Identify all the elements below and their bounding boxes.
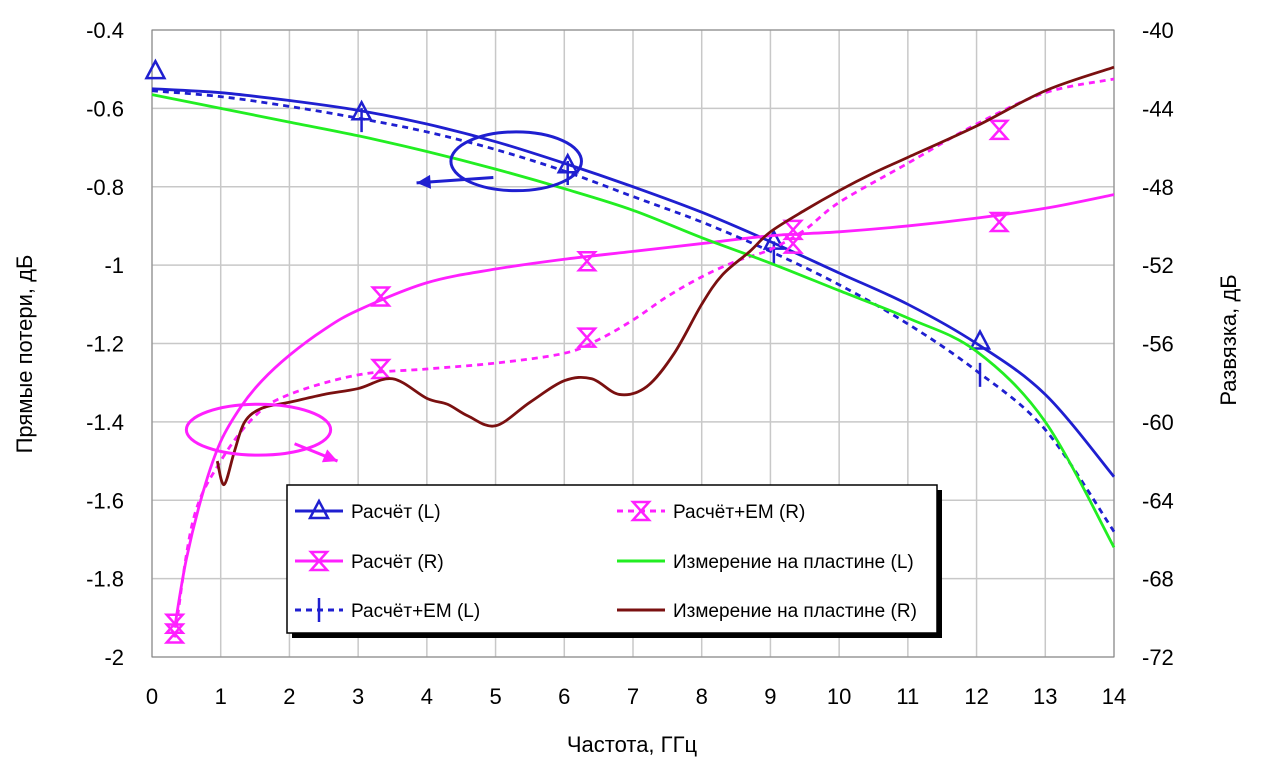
legend-label: Расчёт (L) <box>351 502 441 523</box>
right-axis-tick-label: -60 <box>1142 410 1174 435</box>
right-axis-tick-label: -48 <box>1142 175 1174 200</box>
x-axis-tick-label: 7 <box>627 684 639 709</box>
right-axis-title: Развязка, дБ <box>1216 274 1241 405</box>
right-axis-tick-label: -40 <box>1142 18 1174 43</box>
right-axis-ticks: -40 -44 -48 -52 -56 -60 -64 -68 -72 <box>1142 18 1174 670</box>
annotation-1 <box>184 402 339 463</box>
series-5 <box>215 65 1115 486</box>
right-axis-tick-label: -68 <box>1142 567 1174 592</box>
x-axis-tick-label: 13 <box>1033 684 1057 709</box>
hourglass-marker-shape <box>308 550 330 572</box>
hourglass-marker-shape <box>370 286 392 307</box>
x-axis-tick-label: 4 <box>421 684 433 709</box>
legend-label: Расчёт+EM (L) <box>351 601 480 622</box>
x-axis-tick-label: 9 <box>764 684 776 709</box>
triangle-marker-shape <box>144 58 167 80</box>
right-axis-tick-label: -52 <box>1142 253 1174 278</box>
right-axis-tick-label: -44 <box>1142 96 1174 121</box>
series-line <box>173 77 1115 638</box>
series-point-marker <box>782 219 804 241</box>
legend-entry: Расчёт+EM (L) <box>295 598 480 622</box>
hourglass-marker-shape <box>988 119 1011 141</box>
right-axis-tick-label: -56 <box>1142 332 1174 357</box>
series-line <box>151 89 1116 533</box>
annotation-arrow-head <box>321 449 338 463</box>
series-4 <box>151 93 1116 548</box>
annotation-arrow-head <box>416 174 432 189</box>
series-point-marker <box>988 211 1011 233</box>
series-point-marker <box>968 328 992 350</box>
series-line <box>151 93 1116 548</box>
left-axis-tick-label: -1.4 <box>86 410 124 435</box>
x-axis-tick-label: 2 <box>283 684 295 709</box>
annotation-0 <box>416 130 583 193</box>
legend-entry: Расчёт (L) <box>295 498 441 523</box>
x-axis-tick-label: 12 <box>964 684 988 709</box>
legend-label: Расчёт+EM (R) <box>673 502 805 523</box>
triangle-marker-shape <box>968 328 992 350</box>
left-axis-tick-label: -0.8 <box>86 175 124 200</box>
hourglass-marker-shape <box>576 327 598 348</box>
triangle-marker-shape <box>307 498 331 520</box>
legend-entry: Расчёт (R) <box>295 550 444 573</box>
x-axis-tick-label: 1 <box>215 684 227 709</box>
x-axis-tick-label: 3 <box>352 684 364 709</box>
left-axis-title: Прямые потери, дБ <box>12 255 37 454</box>
left-axis-ticks: -0.4 -0.6 -0.8 -1 -1.2 -1.4 -1.6 -1.8 -2 <box>86 18 124 670</box>
series-point-marker <box>576 250 598 272</box>
x-axis-ticks: 0 1 2 3 4 5 6 7 8 9 10 11 12 13 14 <box>146 684 1126 709</box>
left-axis-tick-label: -1.8 <box>86 567 124 592</box>
series-layer <box>144 58 1116 644</box>
hourglass-marker-shape <box>988 211 1011 233</box>
right-axis-tick-label: -72 <box>1142 645 1174 670</box>
series-point-marker <box>370 358 392 380</box>
left-axis-tick-label: -1.2 <box>86 332 124 357</box>
left-axis-tick-label: -0.4 <box>86 18 124 43</box>
annotation-ellipse <box>449 130 583 193</box>
x-axis-tick-label: 11 <box>896 684 919 709</box>
left-axis-tick-label: -1.6 <box>86 488 124 513</box>
left-axis-tick-label: -2 <box>104 645 124 670</box>
legend-marker-sample <box>308 550 330 572</box>
annotation-layer <box>184 130 583 463</box>
series-point-marker <box>370 286 392 307</box>
hourglass-marker-shape <box>370 358 392 380</box>
legend: Расчёт (L) Расчёт (R) Расчёт+EM (L) Расчёт+… <box>286 484 942 638</box>
x-axis-tick-label: 14 <box>1102 684 1126 709</box>
x-axis-tick-label: 5 <box>489 684 501 709</box>
legend-marker-sample <box>307 498 331 520</box>
legend-label: Измерение на пластине (L) <box>673 552 914 573</box>
legend-label: Измерение на пластине (R) <box>673 601 917 622</box>
left-axis-tick-label: -1 <box>104 253 124 278</box>
right-axis-tick-label: -64 <box>1142 488 1174 513</box>
series-point-marker <box>988 119 1011 141</box>
legend-entry: Измерение на пластине (R) <box>617 601 917 622</box>
legend-entry: Расчёт+EM (R) <box>617 500 805 523</box>
x-axis-tick-label: 10 <box>827 684 851 709</box>
hourglass-marker-shape <box>163 623 186 644</box>
legend-entry: Измерение на пластине (L) <box>617 552 914 573</box>
x-axis-tick-label: 0 <box>146 684 158 709</box>
series-point-marker <box>144 58 167 80</box>
plot-frame <box>151 29 1115 658</box>
x-axis-title: Частота, ГГц <box>567 732 698 757</box>
series-line <box>173 193 1115 628</box>
legend-box <box>286 484 938 634</box>
hourglass-marker-shape <box>782 219 804 241</box>
x-axis-tick-label: 6 <box>558 684 570 709</box>
annotation-ellipse <box>184 402 333 457</box>
series-point-marker <box>576 327 598 348</box>
hourglass-marker-shape <box>630 500 652 522</box>
x-axis-tick-label: 8 <box>696 684 708 709</box>
series-3 <box>163 77 1115 644</box>
series-line <box>215 65 1115 486</box>
hourglass-marker-shape <box>576 250 598 272</box>
legend-label: Расчёт (R) <box>351 552 444 573</box>
series-point-marker <box>163 623 186 644</box>
left-axis-tick-label: -0.6 <box>86 96 124 121</box>
legend-marker-sample <box>630 500 652 522</box>
